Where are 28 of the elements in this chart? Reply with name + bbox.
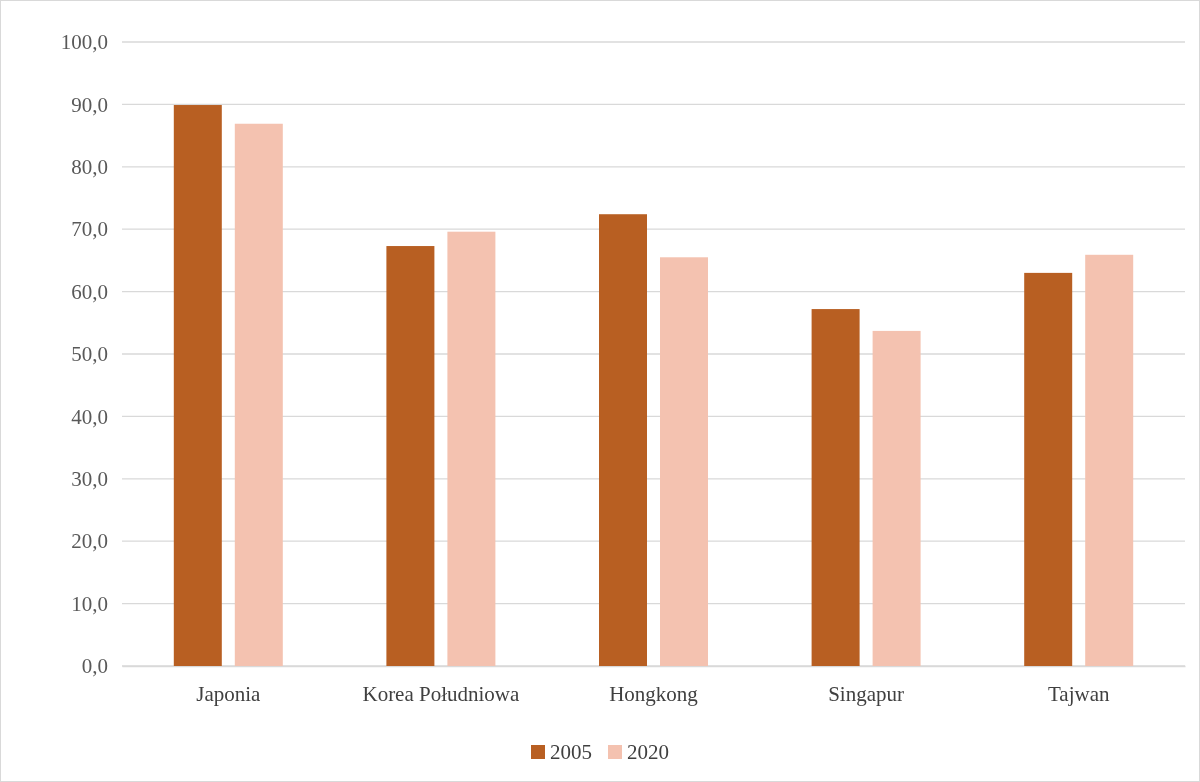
y-tick-label: 10,0 (71, 591, 108, 616)
y-tick-label: 30,0 (71, 467, 108, 492)
bar (660, 257, 708, 666)
bar (872, 330, 921, 666)
bar (173, 105, 222, 666)
legend-label: 2005 (550, 740, 592, 764)
bar (386, 246, 435, 666)
y-tick-label: 70,0 (71, 217, 108, 242)
bar (811, 309, 860, 666)
x-tick-label: Hongkong (609, 681, 699, 706)
x-tick-label: Korea Południowa (362, 681, 521, 706)
y-tick-label: 90,0 (71, 92, 108, 117)
y-tick-label: 20,0 (71, 529, 108, 554)
bar (447, 231, 496, 666)
x-tick-label: Tajwan (1047, 681, 1110, 706)
bar (1024, 272, 1073, 666)
y-tick-label: 80,0 (71, 155, 108, 180)
bar (599, 214, 647, 666)
bar (1085, 254, 1134, 666)
y-tick-label: 0,0 (81, 654, 108, 679)
y-tick-label: 100,0 (60, 30, 108, 55)
y-tick-label: 40,0 (71, 404, 108, 429)
y-tick-label: 50,0 (71, 342, 108, 367)
x-tick-label: Japonia (196, 681, 262, 706)
legend-label: 2020 (627, 740, 669, 764)
x-tick-label: Singapur (828, 681, 905, 706)
y-tick-label: 60,0 (71, 279, 108, 304)
bar (234, 123, 283, 666)
